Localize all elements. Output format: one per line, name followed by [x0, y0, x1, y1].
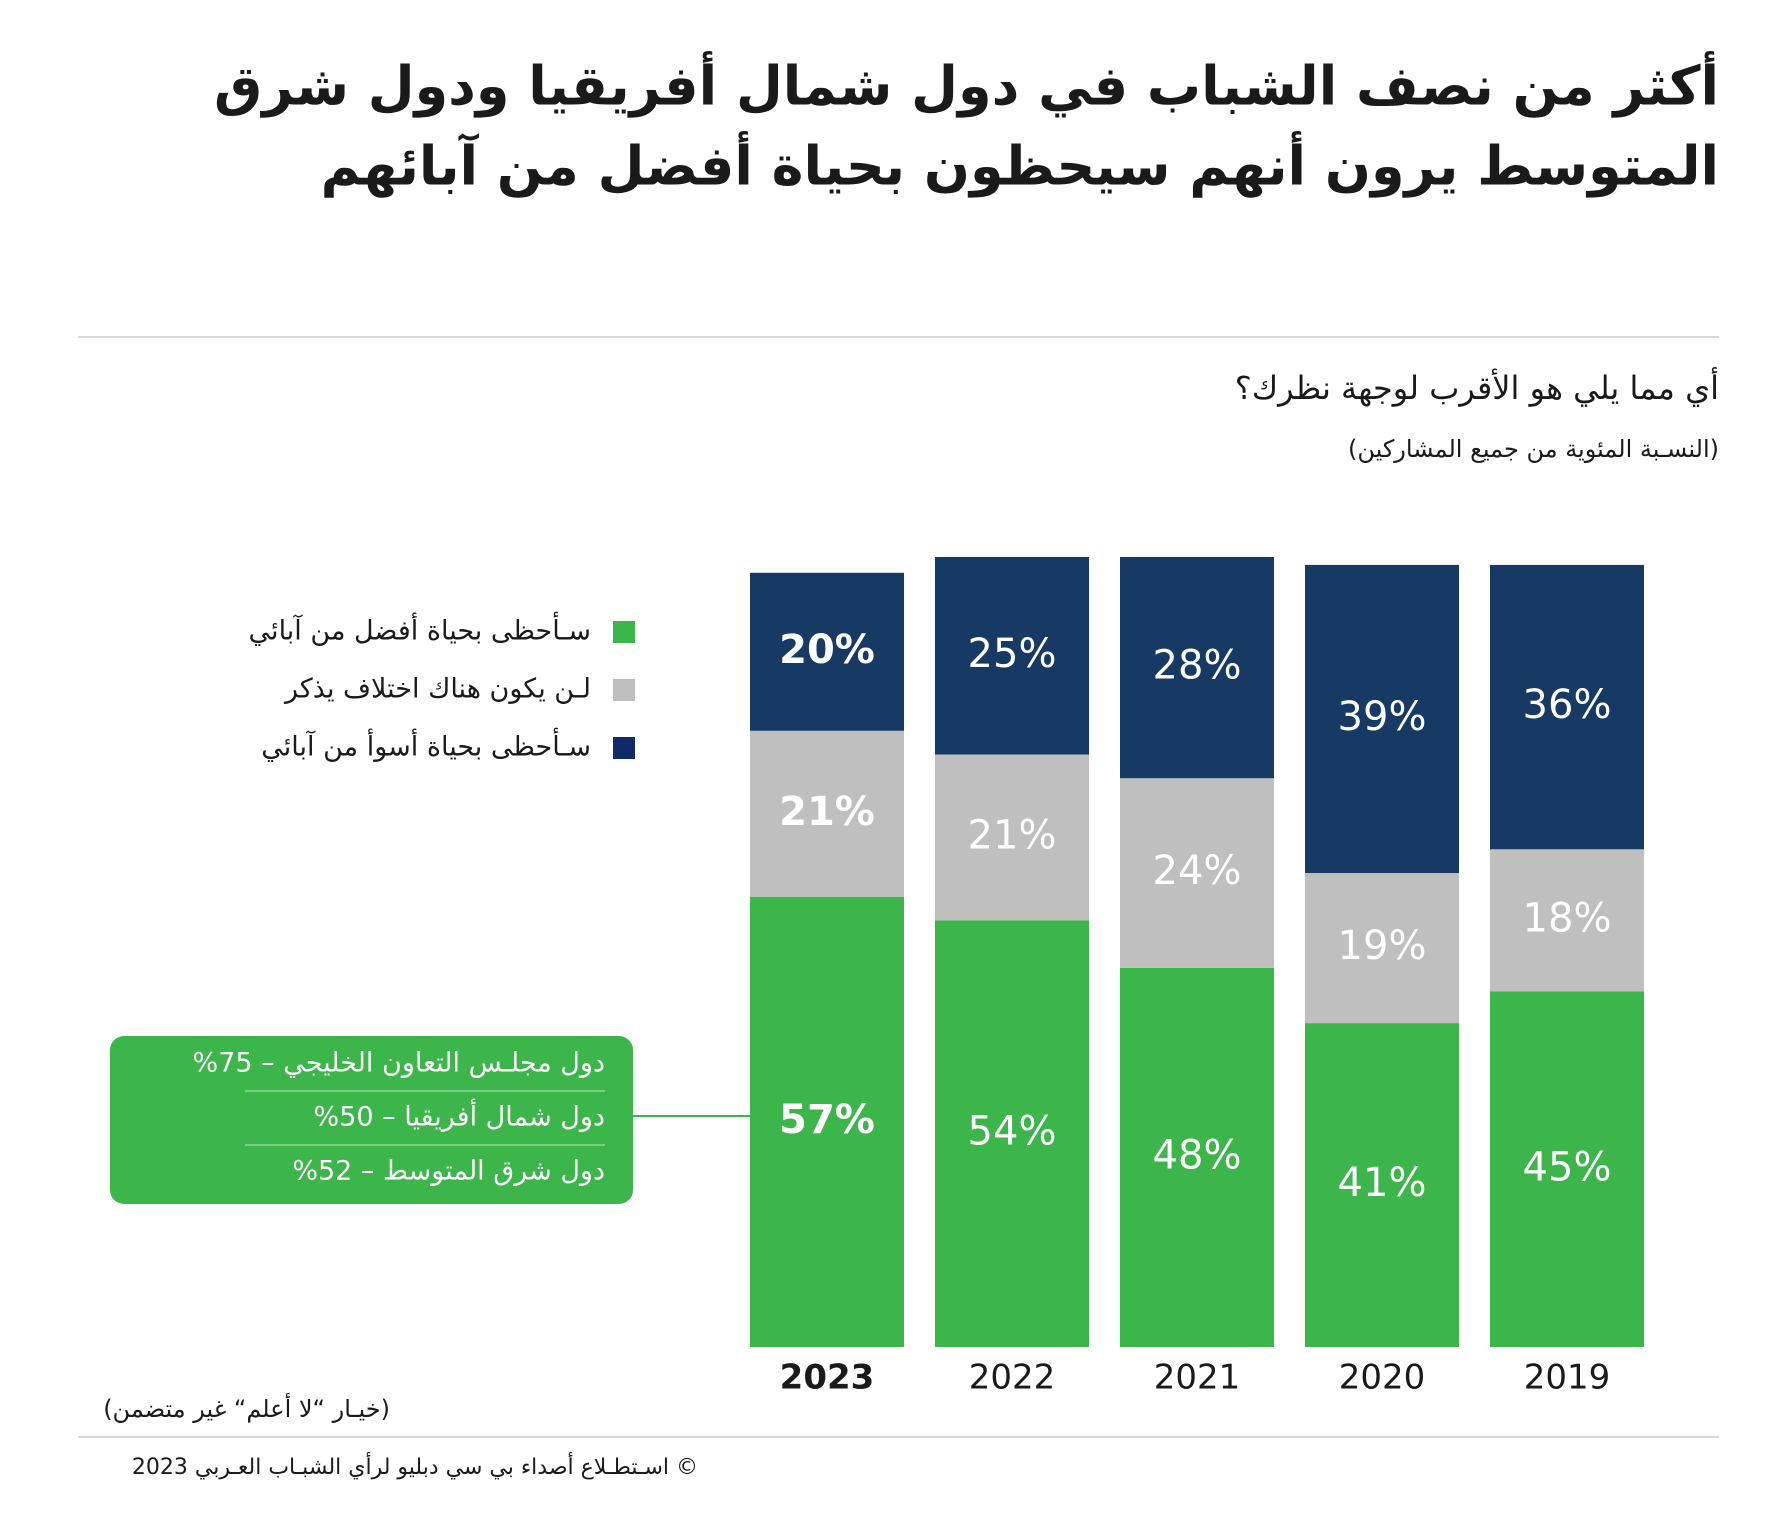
value-label: 19% [1338, 923, 1427, 969]
bar-segment [1120, 967, 1274, 1347]
callout-line: دول مجلـس التعاون الخليجي – 75% [193, 1048, 605, 1079]
bar-segment [1305, 873, 1459, 1024]
legend-swatch [613, 621, 635, 643]
legend-label: سـأحظى بحياة أسوأ من آبائي [261, 727, 591, 763]
chart-title: المتوسط يرون أنهم سيحظون بحياة أفضل من آ… [321, 131, 1719, 198]
value-label: 48% [1153, 1132, 1242, 1178]
bar-segment [935, 920, 1089, 1347]
bar-segment [750, 730, 904, 897]
legend-label: سـأحظى بحياة أفضل من آبائي [249, 611, 591, 647]
value-label: 54% [968, 1109, 1057, 1155]
x-tick-label: 2020 [1339, 1358, 1426, 1398]
bar-segment [750, 896, 904, 1347]
value-label: 20% [779, 627, 875, 673]
value-label: 36% [1523, 682, 1612, 728]
legend-swatch [613, 737, 635, 759]
chart-title: أكثر من نصف الشباب في دول شمال أفريقيا و… [214, 51, 1719, 118]
value-label: 21% [779, 789, 875, 835]
bar-segment [1490, 849, 1644, 992]
bar-segment [1120, 557, 1274, 779]
value-label: 25% [968, 631, 1057, 677]
x-tick-label: 2019 [1524, 1358, 1611, 1398]
value-label: 39% [1338, 694, 1427, 740]
x-tick-label: 2022 [969, 1358, 1056, 1398]
source: © اسـتطـلاع أصداء بي سي دبليو لرأي الشبـ… [132, 1452, 698, 1480]
value-label: 28% [1153, 643, 1242, 689]
bar-segment [1305, 564, 1459, 873]
bar-segment [935, 557, 1089, 755]
value-label: 45% [1523, 1144, 1612, 1190]
legend-label: لـن يكون هناك اختلاف يذكر [283, 674, 591, 705]
value-label: 57% [779, 1097, 875, 1143]
callout-box [110, 1036, 633, 1204]
bar-segment [1490, 564, 1644, 850]
subtitle: أي مما يلي هو الأقرب لوجهة نظرك؟ [1235, 367, 1719, 407]
callout-line: دول شرق المتوسط – 52% [292, 1156, 605, 1187]
legend-swatch [613, 679, 635, 701]
value-label: 18% [1523, 895, 1612, 941]
x-tick-label: 2021 [1154, 1358, 1241, 1398]
value-label: 24% [1153, 848, 1242, 894]
bar-segment [1305, 1023, 1459, 1347]
bar-segment [1120, 778, 1274, 968]
value-label: 41% [1338, 1160, 1427, 1206]
footnote: (خيـار “لا أعلم“ غير متضمن) [103, 1393, 390, 1423]
note: (النسـبة المئوية من جميع المشاركين) [1348, 435, 1719, 463]
bar-segment [1490, 991, 1644, 1347]
bar-segment [750, 572, 904, 731]
callout-line: دول شمال أفريقيا – 50% [314, 1098, 605, 1133]
bar-segment [935, 754, 1089, 921]
x-tick-label: 2023 [780, 1358, 875, 1398]
value-label: 21% [968, 812, 1057, 858]
